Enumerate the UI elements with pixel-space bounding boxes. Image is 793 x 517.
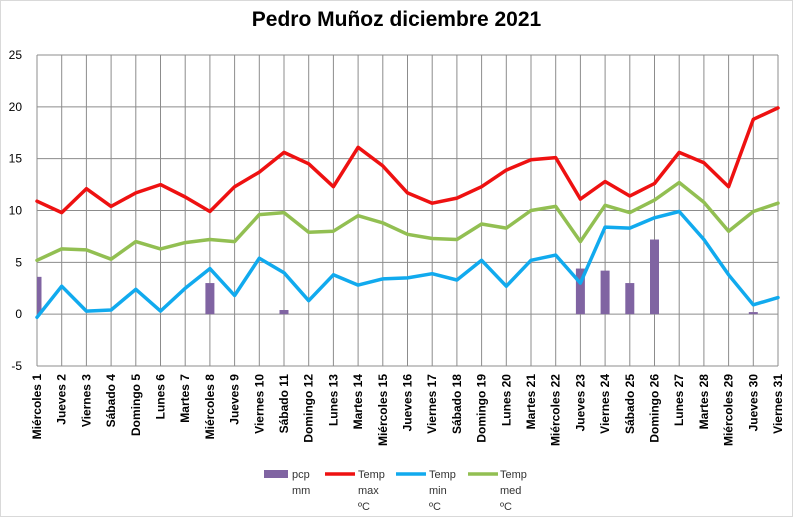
- x-tick-label: Viernes 24: [598, 374, 612, 434]
- y-tick-label: 25: [9, 48, 23, 62]
- precipitation-bars: [37, 239, 758, 315]
- x-tick-label: Domingo 12: [302, 374, 316, 443]
- x-tick-label: Domingo 26: [648, 374, 662, 443]
- x-tick-label: Viernes 3: [79, 374, 93, 427]
- legend-label: med: [500, 485, 521, 497]
- grid-lines: [36, 54, 779, 367]
- precipitation-bar: [600, 270, 610, 315]
- legend-label: ºC: [500, 501, 512, 513]
- x-tick-label: Miércoles 1: [30, 374, 44, 440]
- temp-min-c-line: [35, 209, 780, 320]
- x-tick-label: Martes 28: [697, 374, 711, 430]
- y-tick-label: 15: [9, 152, 23, 166]
- x-tick-label: Viernes 10: [252, 374, 266, 434]
- x-axis-ticks: Miércoles 1 Jueves 2 Viernes 3 Sábado 4 Domi…: [30, 374, 785, 446]
- precipitation-bar: [575, 268, 585, 315]
- x-tick-label: Viernes 31: [771, 374, 785, 434]
- x-tick-label: Jueves 16: [401, 374, 415, 432]
- x-tick-label: Miércoles 8: [203, 374, 217, 440]
- x-tick-label: Jueves 30: [746, 374, 760, 432]
- x-tick-label: Jueves 2: [55, 374, 69, 425]
- chart-title: Pedro Muñoz diciembre 2021: [251, 8, 542, 31]
- temperature-lines: [35, 106, 780, 320]
- x-tick-label: Miércoles 29: [722, 374, 736, 446]
- x-tick-label: Lunes 27: [672, 374, 686, 426]
- y-tick-label: 20: [9, 100, 23, 114]
- x-tick-label: Miércoles 15: [376, 374, 390, 446]
- x-tick-label: Jueves 23: [573, 374, 587, 432]
- temp-med-c-line: [35, 180, 780, 263]
- y-tick-label: -5: [11, 359, 22, 373]
- temp-max-c-line: [35, 106, 780, 215]
- legend-label: mm: [292, 485, 310, 497]
- legend-label: min: [429, 485, 447, 497]
- precipitation-bar: [37, 276, 42, 315]
- legend-label: Temp: [358, 469, 385, 481]
- y-axis-ticks: -5 0 5 10 15 20 25: [9, 48, 23, 373]
- precipitation-bar: [650, 239, 659, 315]
- x-tick-label: Sábado 18: [450, 374, 464, 434]
- x-tick-label: Martes 21: [524, 374, 538, 430]
- x-tick-label: Lunes 20: [499, 374, 513, 426]
- legend-label: Temp: [429, 469, 456, 481]
- x-tick-label: Domingo 19: [475, 374, 489, 443]
- legend-label: ºC: [358, 501, 370, 513]
- x-tick-label: Lunes 13: [326, 374, 340, 426]
- precipitation-bar: [205, 283, 215, 315]
- x-tick-label: Domingo 5: [129, 374, 143, 436]
- x-tick-label: Viernes 17: [425, 374, 439, 434]
- precipitation-bar: [625, 283, 635, 315]
- x-tick-label: Jueves 9: [228, 374, 242, 425]
- y-tick-label: 5: [15, 255, 22, 269]
- x-tick-label: Martes 7: [178, 374, 192, 423]
- legend: pcp mm Temp max ºC Temp min ºC Temp med ºC: [264, 469, 527, 513]
- legend-label: pcp: [292, 469, 310, 481]
- precipitation-bar: [279, 310, 289, 315]
- y-tick-label: 0: [15, 307, 22, 321]
- x-tick-label: Sábado 4: [104, 374, 118, 428]
- y-tick-label: 10: [9, 204, 23, 218]
- precipitation-bar: [748, 312, 758, 315]
- legend-label: max: [358, 485, 379, 497]
- legend-marker-pcp: [264, 470, 288, 478]
- legend-label: Temp: [500, 469, 527, 481]
- x-tick-label: Sábado 11: [277, 374, 291, 434]
- x-tick-label: Lunes 6: [154, 374, 168, 420]
- x-tick-label: Martes 14: [351, 374, 365, 430]
- legend-label: ºC: [429, 501, 441, 513]
- x-tick-label: Miércoles 22: [549, 374, 563, 446]
- x-tick-label: Sábado 25: [623, 374, 637, 434]
